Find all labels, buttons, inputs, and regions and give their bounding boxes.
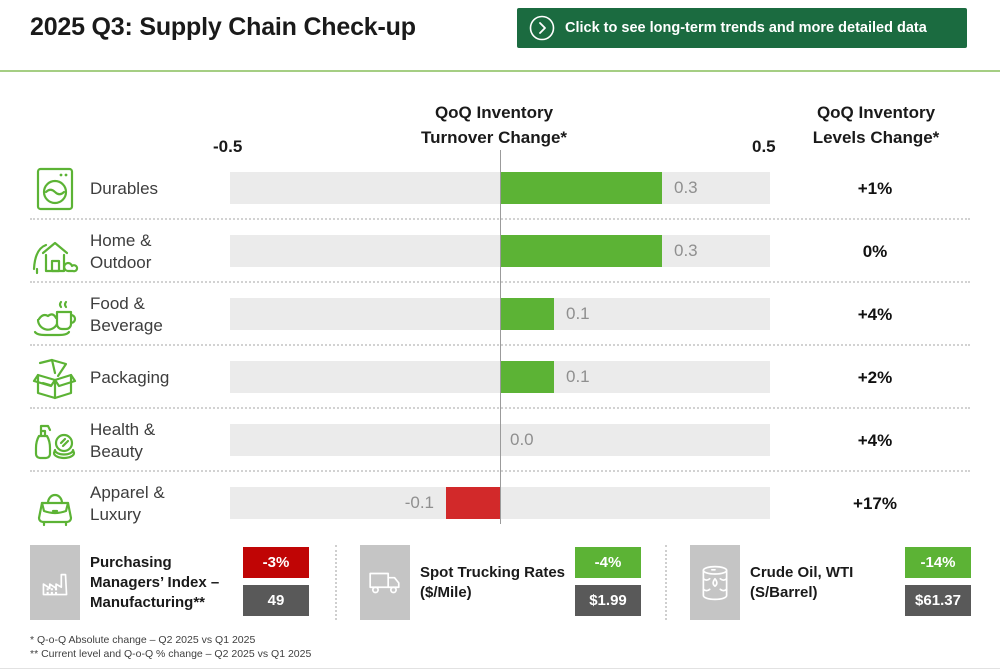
levels-value: +17% [853,493,897,513]
zero-axis-line [500,150,501,524]
turnover-bar [500,235,662,267]
turnover-value: 0.3 [674,241,698,260]
kpi-separator [665,545,667,620]
turnover-bar [446,487,500,519]
row-label-line2: Beverage [90,315,163,335]
kpi-separator [335,545,337,620]
levels-value: +4% [857,304,893,324]
row-label: Apparel & Luxury [90,472,225,535]
page-title: 2025 Q3: Supply Chain Check-up [30,13,416,41]
levels-value: +1% [857,178,893,198]
turnover-bar [500,172,662,204]
row-label: Packaging [90,346,225,409]
row-label-line1: Home & [90,230,152,250]
kpi-pmi: Purchasing Managers’ Index – Manufacturi… [30,545,330,620]
kpi-change-badge: -4% [575,547,641,578]
kpi-change-badge: -3% [243,547,309,578]
turnover-header-line2: Turnover Change* [420,128,568,147]
footnote-1: * Q-o-Q Absolute change – Q2 2025 vs Q1 … [30,634,256,646]
row-label: Food & Beverage [90,283,225,346]
axis-min-label: -0.5 [213,137,243,156]
factory-icon [30,545,80,620]
turnover-value: 0.1 [566,367,590,386]
turnover-header-line1: QoQ Inventory [434,103,554,122]
oil-barrel-icon [690,545,740,620]
long-term-trends-button[interactable]: Click to see long-term trends and more d… [517,8,967,48]
kpi-crude-oil: Crude Oil, WTI (S/Barrel) -14% $61.37 [690,545,972,620]
levels-value: +4% [857,430,893,450]
food-beverage-icon [30,290,80,340]
turnover-bar [500,298,554,330]
kpi-value-badge: $61.37 [905,585,971,616]
handbag-icon [30,479,80,529]
washing-machine-icon [30,164,80,214]
row-label-line1: Apparel & [90,482,165,502]
kpi-value-badge: $1.99 [575,585,641,616]
row-label-line2: Luxury [90,504,142,524]
bottom-border [0,668,1000,669]
kpi-change-badge: -14% [905,547,971,578]
row-label-line1: Food & [90,293,145,313]
row-label-line1: Health & [90,419,156,439]
kpi-label: Spot Trucking Rates ($/Mile) [420,563,566,601]
kpi-label: Crude Oil, WTI (S/Barrel) [750,563,854,601]
truck-icon [360,545,410,620]
turnover-column-header: QoQ Inventory Turnover Change* [374,100,614,150]
row-label: Durables [90,157,225,220]
levels-column-header: QoQ Inventory Levels Change* [776,100,976,150]
row-label-line2: Beauty [90,441,143,461]
turnover-bar [500,361,554,393]
footnote-2: ** Current level and Q-o-Q % change – Q2… [30,648,312,660]
house-tree-icon [30,227,80,277]
open-box-icon [30,353,80,403]
kpi-label: Purchasing Managers’ Index – Manufacturi… [90,553,220,611]
turnover-value: 0.3 [674,178,698,197]
kpi-trucking: Spot Trucking Rates ($/Mile) -4% $1.99 [360,545,645,620]
row-label-line2: Outdoor [90,252,152,272]
turnover-value: 0.0 [510,430,534,449]
row-label: Home & Outdoor [90,220,225,283]
kpi-value-badge: 49 [243,585,309,616]
axis-max-label: 0.5 [752,137,776,156]
levels-value: 0% [862,241,888,261]
turnover-value: 0.1 [566,304,590,323]
levels-value: +2% [857,367,893,387]
row-label-line1: Packaging [90,367,170,387]
row-label-line1: Durables [90,178,159,198]
cosmetics-icon [30,416,80,466]
long-term-trends-button-label: Click to see long-term trends and more d… [565,20,927,36]
header-divider [0,70,1000,72]
circle-arrow-right-icon [529,15,555,41]
levels-header-line2: Levels Change* [812,128,940,147]
levels-header-line1: QoQ Inventory [816,103,936,122]
row-label: Health & Beauty [90,409,225,472]
turnover-value: -0.1 [404,493,434,512]
